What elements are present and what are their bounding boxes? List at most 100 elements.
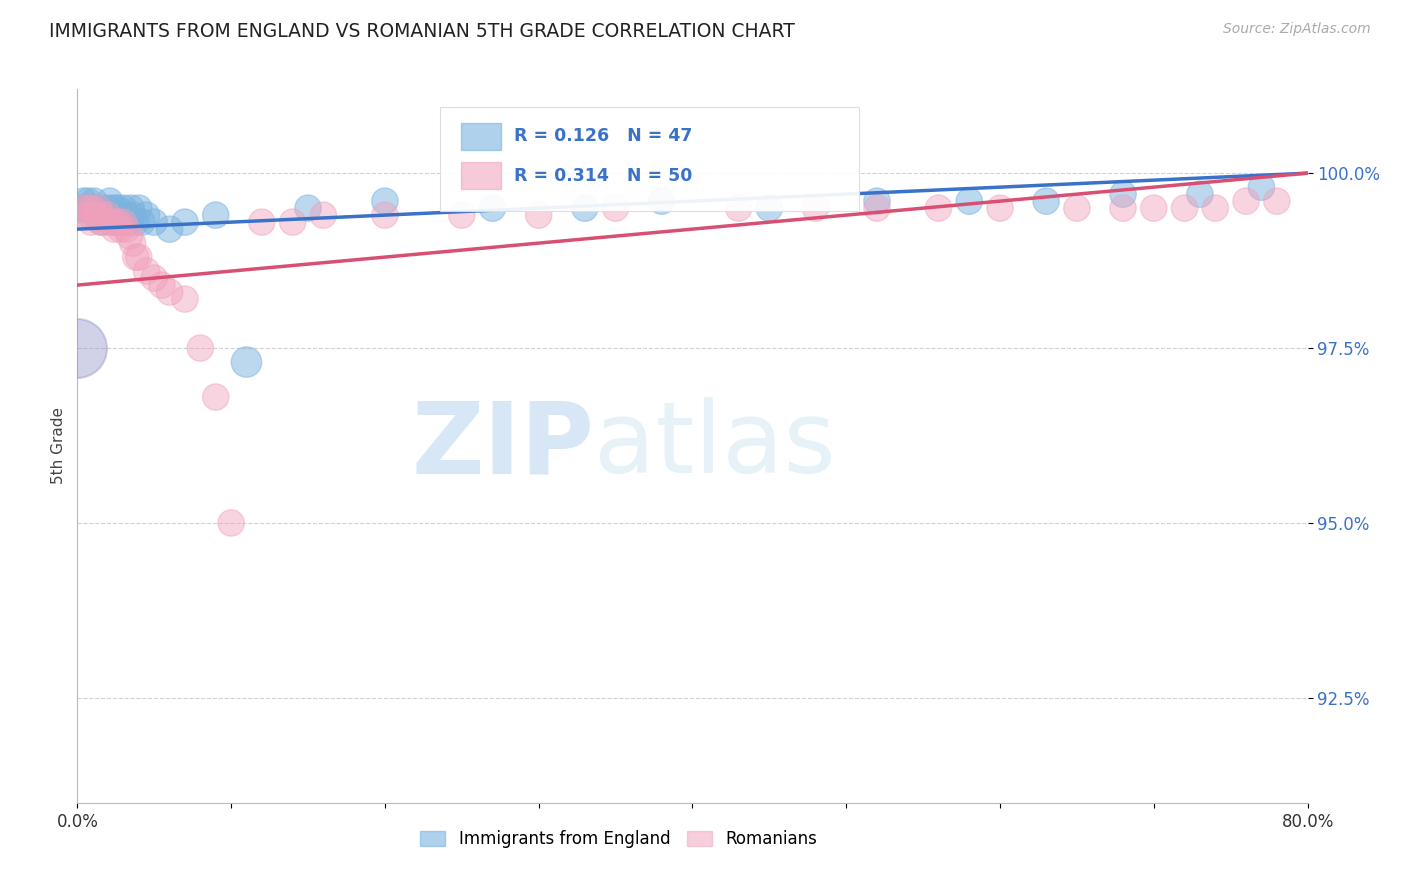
Point bbox=[1250, 180, 1272, 194]
Point bbox=[928, 201, 950, 215]
Point bbox=[125, 250, 148, 264]
Point bbox=[188, 341, 212, 355]
Point bbox=[174, 215, 197, 229]
Point bbox=[73, 208, 96, 222]
Point bbox=[235, 355, 257, 369]
Point bbox=[80, 201, 103, 215]
Point bbox=[94, 215, 117, 229]
Point bbox=[73, 201, 96, 215]
Text: ZIP: ZIP bbox=[411, 398, 595, 494]
Point bbox=[82, 201, 104, 215]
Point bbox=[70, 201, 93, 215]
Point bbox=[94, 208, 117, 222]
Point bbox=[121, 208, 143, 222]
Point bbox=[1204, 201, 1226, 215]
Point bbox=[118, 215, 141, 229]
Point bbox=[758, 201, 780, 215]
Point bbox=[1143, 201, 1166, 215]
Point bbox=[135, 208, 157, 222]
Text: IMMIGRANTS FROM ENGLAND VS ROMANIAN 5TH GRADE CORRELATION CHART: IMMIGRANTS FROM ENGLAND VS ROMANIAN 5TH … bbox=[49, 22, 794, 41]
Point bbox=[174, 292, 197, 306]
Point bbox=[450, 208, 472, 222]
Point bbox=[312, 208, 335, 222]
Point bbox=[481, 201, 503, 215]
Point bbox=[87, 201, 110, 215]
Point bbox=[112, 215, 135, 229]
Point bbox=[90, 215, 114, 229]
Point bbox=[651, 194, 673, 208]
Point bbox=[1112, 187, 1135, 202]
FancyBboxPatch shape bbox=[461, 123, 501, 150]
Point bbox=[527, 208, 550, 222]
Point bbox=[69, 201, 91, 215]
Point bbox=[97, 201, 120, 215]
Point bbox=[97, 208, 120, 222]
Point bbox=[84, 208, 107, 222]
Text: R = 0.126   N = 47: R = 0.126 N = 47 bbox=[515, 128, 692, 145]
Point bbox=[103, 222, 125, 236]
Point bbox=[90, 208, 114, 222]
Point bbox=[80, 215, 103, 229]
Point bbox=[374, 208, 396, 222]
Point bbox=[727, 201, 749, 215]
Point bbox=[159, 285, 181, 299]
Point bbox=[143, 215, 166, 229]
Legend: Immigrants from England, Romanians: Immigrants from England, Romanians bbox=[413, 824, 824, 855]
Point bbox=[77, 194, 100, 208]
Point bbox=[118, 229, 141, 244]
Point bbox=[219, 516, 242, 530]
Point bbox=[1035, 194, 1057, 208]
Point bbox=[1188, 187, 1211, 202]
Text: Source: ZipAtlas.com: Source: ZipAtlas.com bbox=[1223, 22, 1371, 37]
Point bbox=[76, 201, 98, 215]
Point bbox=[115, 208, 138, 222]
Point bbox=[125, 215, 148, 229]
Point bbox=[110, 208, 132, 222]
Point bbox=[105, 201, 128, 215]
Point bbox=[281, 215, 304, 229]
Point bbox=[66, 341, 89, 355]
FancyBboxPatch shape bbox=[461, 162, 501, 189]
Y-axis label: 5th Grade: 5th Grade bbox=[51, 408, 66, 484]
Point bbox=[89, 215, 111, 229]
Point bbox=[83, 194, 105, 208]
Point bbox=[1112, 201, 1135, 215]
Point bbox=[150, 278, 173, 293]
Point bbox=[374, 194, 396, 208]
Point bbox=[1234, 194, 1257, 208]
Point bbox=[605, 201, 627, 215]
Point bbox=[988, 201, 1011, 215]
Point bbox=[110, 222, 132, 236]
Text: R = 0.314   N = 50: R = 0.314 N = 50 bbox=[515, 167, 692, 185]
Point bbox=[1066, 201, 1088, 215]
Point bbox=[100, 208, 122, 222]
Point bbox=[204, 208, 226, 222]
Point bbox=[79, 208, 101, 222]
Point bbox=[77, 201, 100, 215]
Point bbox=[121, 236, 143, 251]
Point bbox=[89, 201, 111, 215]
Point bbox=[100, 215, 122, 229]
Point bbox=[103, 201, 125, 215]
Point bbox=[866, 201, 889, 215]
Point bbox=[1265, 194, 1288, 208]
Point bbox=[108, 215, 131, 229]
Point bbox=[104, 215, 127, 229]
Point bbox=[204, 390, 226, 404]
Point bbox=[574, 201, 596, 215]
Point bbox=[112, 201, 135, 215]
Point bbox=[86, 208, 108, 222]
Point bbox=[98, 194, 121, 208]
Point bbox=[82, 201, 104, 215]
Point bbox=[83, 208, 105, 222]
Point bbox=[120, 201, 142, 215]
Point bbox=[957, 194, 980, 208]
Point bbox=[104, 215, 127, 229]
Point bbox=[131, 215, 153, 229]
Point bbox=[159, 222, 181, 236]
Point bbox=[115, 222, 138, 236]
Point bbox=[804, 201, 827, 215]
Point bbox=[866, 194, 889, 208]
Point bbox=[143, 271, 166, 285]
Point bbox=[72, 194, 94, 208]
